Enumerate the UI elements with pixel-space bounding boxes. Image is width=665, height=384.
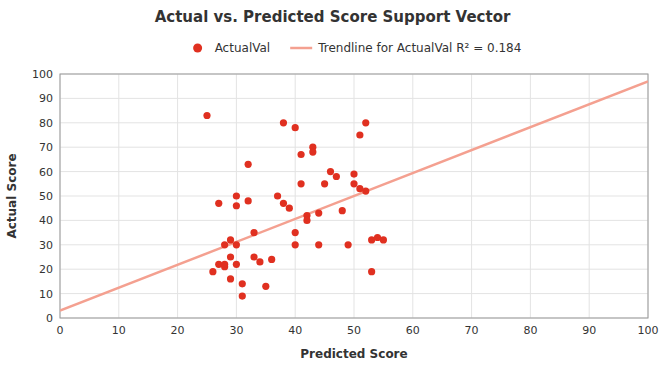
scatter-point (303, 217, 310, 224)
y-tick-label: 100 (32, 68, 53, 81)
scatter-point (227, 253, 234, 260)
scatter-point (262, 283, 269, 290)
scatter-point (239, 280, 246, 287)
x-tick-label: 60 (406, 324, 420, 337)
scatter-point (327, 168, 334, 175)
x-tick-label: 20 (171, 324, 185, 337)
scatter-point (333, 173, 340, 180)
scatter-point (245, 161, 252, 168)
scatter-point (227, 275, 234, 282)
x-tick-label: 40 (288, 324, 302, 337)
scatter-point (239, 292, 246, 299)
axes: 0 10 20 30 40 50 60 70 80 90 100 0 10 20 30 40 50 60 70 80 9… (32, 68, 659, 337)
scatter-point (233, 241, 240, 248)
y-tick-label: 30 (39, 239, 53, 252)
grid (60, 74, 648, 318)
x-axis-label: Predicted Score (300, 347, 407, 361)
scatter-point (233, 192, 240, 199)
scatter-point (362, 188, 369, 195)
legend-item: ActualVal (193, 41, 270, 55)
scatter-point (233, 261, 240, 268)
x-tick-label: 80 (523, 324, 537, 337)
y-tick-label: 0 (46, 312, 53, 325)
y-tick-label: 70 (39, 141, 53, 154)
scatter-point (203, 112, 210, 119)
x-tick-label: 0 (57, 324, 64, 337)
y-grid-line (60, 122, 648, 123)
y-grid-line (60, 244, 648, 245)
chart-title: Actual vs. Predicted Score Support Vecto… (155, 8, 511, 26)
x-tick-label: 70 (465, 324, 479, 337)
scatter-point (292, 241, 299, 248)
scatter-point (227, 236, 234, 243)
y-grid-line (60, 147, 648, 148)
x-tick-label: 10 (112, 324, 126, 337)
scatter-point (233, 202, 240, 209)
x-tick-label: 90 (582, 324, 596, 337)
legend-swatch (290, 47, 312, 50)
scatter-point (315, 209, 322, 216)
scatter-point (274, 192, 281, 199)
scatter-point (345, 241, 352, 248)
x-tick-label: 100 (638, 324, 659, 337)
legend-item: Trendline for ActualVal R² = 0.184 (290, 41, 521, 55)
scatter-point (250, 229, 257, 236)
x-tick-label: 30 (229, 324, 243, 337)
y-grid-line (60, 220, 648, 221)
chart-container: 0 10 20 30 40 50 60 70 80 90 100 0 10 20 30 40 50 60 70 80 9… (0, 0, 665, 384)
data-layer (60, 81, 648, 310)
scatter-point (309, 148, 316, 155)
y-tick-label: 60 (39, 166, 53, 179)
scatter-point (256, 258, 263, 265)
plot-frame (60, 74, 648, 318)
scatter-point (297, 151, 304, 158)
y-grid-line (60, 98, 648, 99)
scatter-point (286, 205, 293, 212)
y-tick-label: 40 (39, 214, 53, 227)
y-tick-label: 10 (39, 288, 53, 301)
scatter-point (221, 241, 228, 248)
legend: ActualVal Trendline for ActualVal R² = 0.… (193, 41, 521, 55)
scatter-point (221, 261, 228, 268)
scatter-point (280, 200, 287, 207)
scatter-point (315, 241, 322, 248)
y-grid-line (60, 269, 648, 270)
scatter-point (350, 180, 357, 187)
scatter-point (268, 256, 275, 263)
scatter-point (297, 180, 304, 187)
y-tick-label: 80 (39, 117, 53, 130)
y-tick-label: 90 (39, 92, 53, 105)
scatter-point (292, 229, 299, 236)
y-grid-line (60, 293, 648, 294)
scatter-point (321, 180, 328, 187)
x-tick-label: 50 (347, 324, 361, 337)
scatter-point (209, 268, 216, 275)
y-axis-label: Actual Score (5, 153, 19, 238)
scatter-point (368, 268, 375, 275)
scatter-point (245, 197, 252, 204)
scatter-point (380, 236, 387, 243)
legend-label: Trendline for ActualVal R² = 0.184 (317, 41, 521, 55)
trendline (60, 81, 648, 310)
scatter-point (292, 124, 299, 131)
scatter-point (356, 131, 363, 138)
scatter-point (215, 200, 222, 207)
scatter-point (362, 119, 369, 126)
legend-swatch (193, 44, 202, 53)
plot-background (60, 74, 648, 318)
legend-label: ActualVal (215, 41, 271, 55)
y-tick-label: 20 (39, 263, 53, 276)
chart-svg: 0 10 20 30 40 50 60 70 80 90 100 0 10 20 30 40 50 60 70 80 9… (0, 0, 665, 384)
scatter-point (280, 119, 287, 126)
scatter-point (250, 253, 257, 260)
scatter-point (339, 207, 346, 214)
y-tick-label: 50 (39, 190, 53, 203)
scatter-point (350, 170, 357, 177)
